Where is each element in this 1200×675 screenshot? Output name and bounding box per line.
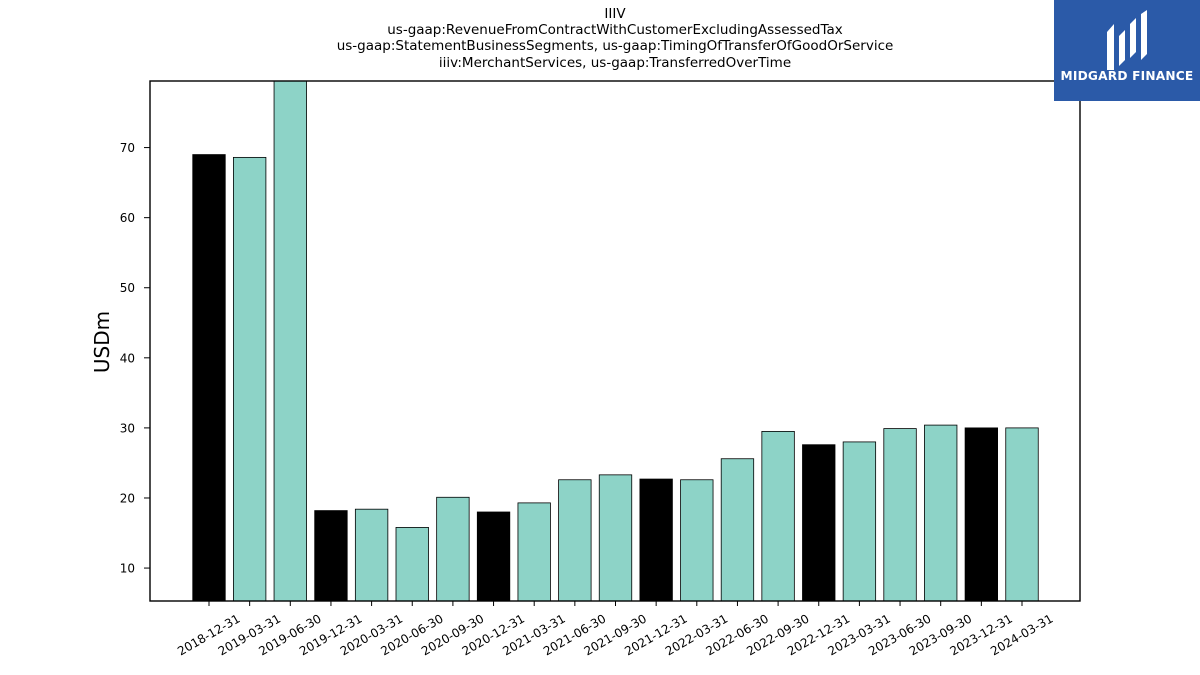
bar-2021-12-31 [639,478,673,601]
title-line-1: IIIV [604,6,626,22]
y-tick-label: 70 [120,141,135,155]
bar-2019-12-31 [314,510,348,601]
bar-2021-09-30 [598,474,633,601]
bar-2021-06-30 [558,479,592,601]
title-line-4: iiiv:MerchantServices, us-gaap:Transferr… [438,54,792,71]
bar-2023-03-31 [842,441,877,601]
bar-2022-06-30 [720,458,755,601]
bar-2020-09-30 [436,496,470,601]
y-tick-label: 50 [120,281,135,295]
bar-2019-03-31 [232,156,267,601]
midgard-finance-logo: MIDGARD FINANCE [1054,0,1200,101]
bar-2024-03-31 [1005,427,1039,601]
y-tick-label: 10 [120,562,135,576]
bar-2020-03-31 [354,508,389,601]
logo-text: MIDGARD FINANCE [1060,69,1194,83]
bar-2022-03-31 [680,479,714,601]
bar-2022-12-31 [802,444,836,601]
logo-mark-icon [1107,10,1147,70]
y-tick-label: 30 [120,421,135,435]
bar-2020-06-30 [395,527,429,601]
bar-2019-06-30 [273,81,307,601]
y-axis: 10 20 30 40 50 60 70 [120,141,150,576]
y-tick-label: 40 [120,351,135,365]
chart-title: IIIV us-gaap:RevenueFromContractWithCust… [150,6,1080,71]
title-line-3: us-gaap:StatementBusinessSegments, us-ga… [336,38,894,55]
title-line-2: us-gaap:RevenueFromContractWithCustomerE… [387,22,843,39]
y-tick-label: 20 [120,491,135,505]
bar-2023-09-30 [924,424,958,601]
bar-2021-03-31 [517,502,551,601]
y-tick-label: 60 [120,211,135,225]
bar-2022-09-30 [761,430,795,601]
bars [192,81,1039,601]
y-axis-label: USDm [90,311,114,373]
bar-2023-06-30 [883,428,917,601]
bar-2020-12-31 [476,511,511,601]
bar-2018-12-31 [192,154,226,601]
bar-2023-12-31 [964,427,998,601]
x-axis: 2018-12-312019-03-312019-06-302019-12-31… [175,601,1056,658]
